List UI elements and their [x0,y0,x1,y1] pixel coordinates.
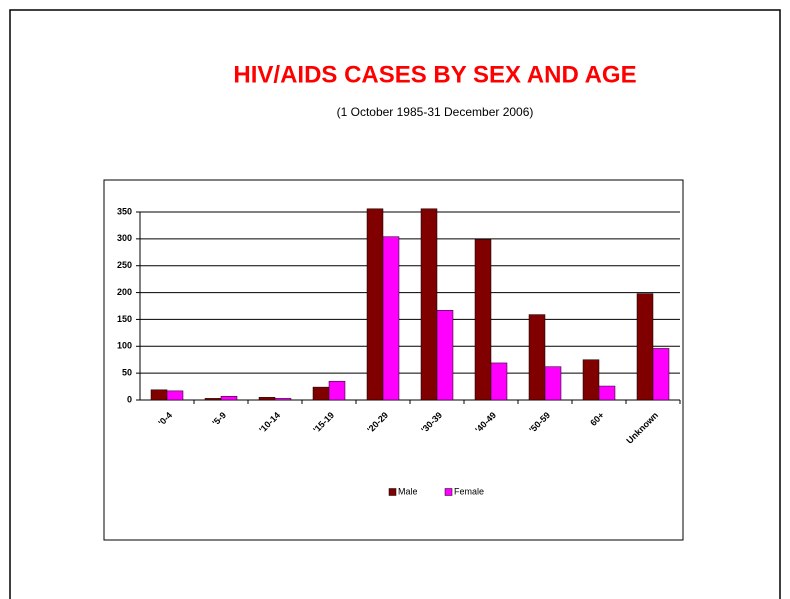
bar [312,386,330,401]
y-tick-label: 150 [117,314,132,324]
bar [490,362,508,401]
bar [204,398,222,401]
bar [528,314,546,401]
bar [582,359,600,401]
legend-swatch [388,488,397,496]
bar [436,310,454,401]
legend-swatch [444,488,453,496]
bar [258,397,276,401]
bar [166,390,184,401]
legend-label: Female [454,486,484,496]
chart-title: HIV/AIDS CASES BY SEX AND AGE [233,61,636,88]
bar [220,395,238,401]
y-tick-label: 50 [122,368,132,378]
bar [366,208,384,401]
bar [652,348,670,401]
legend-label: Male [398,486,418,496]
bar [474,239,492,401]
y-tick-label: 350 [117,206,132,216]
y-tick-label: 300 [117,233,132,243]
y-tick-label: 100 [117,341,132,351]
slide-border [9,9,781,599]
y-tick-label: 250 [117,260,132,270]
bar [420,208,438,401]
bar [598,385,616,401]
bar [636,293,654,401]
bar [382,236,400,401]
bar [544,366,562,401]
bar [274,398,292,401]
bar [150,389,168,401]
chart-subtitle: (1 October 1985-31 December 2006) [337,105,534,119]
y-tick-label: 200 [117,287,132,297]
y-tick-label: 0 [127,394,132,404]
bar [328,380,346,401]
